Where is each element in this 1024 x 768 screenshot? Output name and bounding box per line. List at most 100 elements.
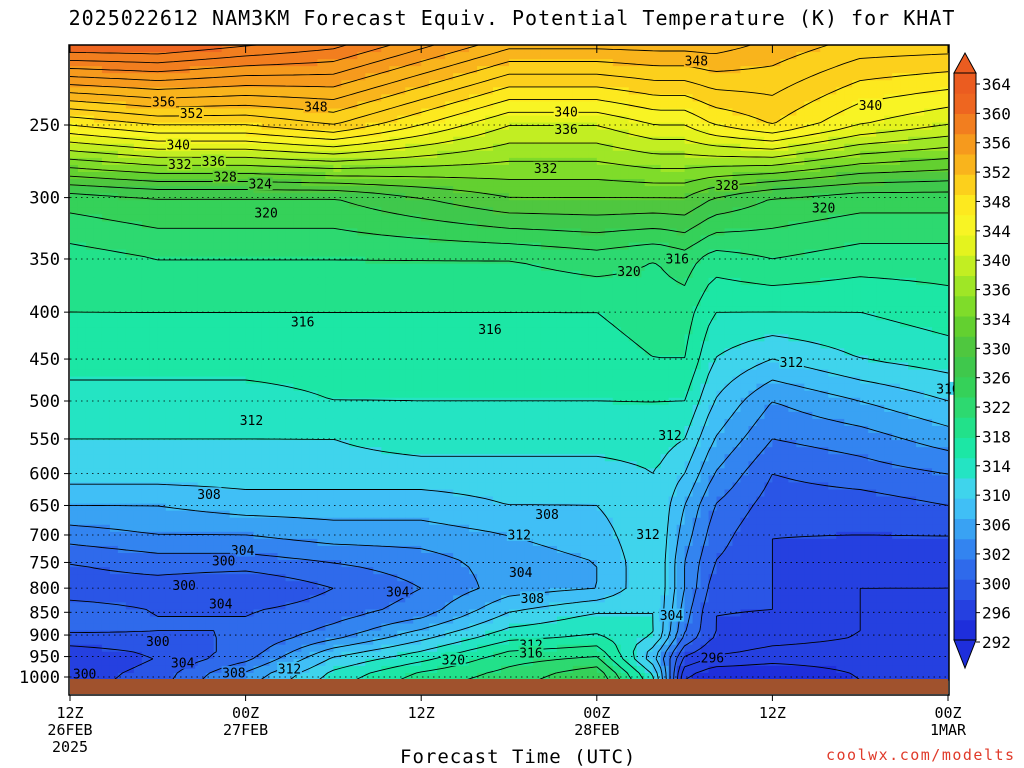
field-cell xyxy=(892,193,901,201)
field-cell xyxy=(924,313,933,321)
field-cell xyxy=(429,87,438,95)
field-cell xyxy=(556,52,566,60)
field-cell xyxy=(125,256,135,265)
field-cell xyxy=(245,355,255,364)
field-cell xyxy=(277,143,287,152)
field-cell xyxy=(764,341,773,349)
field-cell xyxy=(580,193,590,201)
field-cell xyxy=(844,235,853,244)
field-cell xyxy=(932,150,941,159)
field-cell xyxy=(205,59,215,67)
field-cell xyxy=(660,277,670,286)
field-cell xyxy=(692,214,702,222)
field-cell xyxy=(540,348,550,357)
field-cell xyxy=(924,136,933,145)
field-cell xyxy=(708,249,718,258)
field-cell xyxy=(269,59,279,67)
field-cell xyxy=(524,150,534,159)
field-cell xyxy=(516,207,526,215)
field-cell xyxy=(421,164,430,173)
field-cell xyxy=(437,129,446,138)
field-cell xyxy=(181,45,191,53)
field-cell xyxy=(213,263,223,272)
field-cell xyxy=(70,235,79,244)
field-cell xyxy=(844,122,853,131)
field-cell xyxy=(429,334,438,342)
field-cell xyxy=(732,94,742,103)
field-cell xyxy=(940,186,949,194)
field-cell xyxy=(173,52,183,60)
field-cell xyxy=(221,52,231,60)
field-cell xyxy=(596,221,606,230)
field-cell xyxy=(461,327,470,335)
field-cell xyxy=(205,334,215,342)
field-cell xyxy=(85,186,95,194)
field-cell xyxy=(373,306,382,314)
field-cell xyxy=(117,263,127,272)
field-cell xyxy=(596,249,606,258)
field-cell xyxy=(852,249,861,258)
field-cell xyxy=(812,242,821,251)
field-cell xyxy=(101,249,111,258)
field-cell xyxy=(916,207,925,215)
field-cell xyxy=(453,277,462,286)
field-cell xyxy=(141,45,151,53)
field-cell xyxy=(493,108,502,117)
field-cell xyxy=(277,52,287,60)
field-cell xyxy=(413,313,422,321)
field-cell xyxy=(892,73,901,81)
field-cell xyxy=(389,157,398,166)
field-cell xyxy=(117,235,127,244)
field-cell xyxy=(684,87,694,95)
field-cell xyxy=(181,362,191,371)
field-cell xyxy=(604,157,614,166)
field-cell xyxy=(413,277,422,286)
field-cell xyxy=(469,200,478,208)
field-cell xyxy=(453,101,462,110)
field-cell xyxy=(165,348,175,357)
field-cell xyxy=(740,341,750,349)
field-cell xyxy=(77,80,87,88)
field-cell xyxy=(772,122,781,131)
field-cell xyxy=(349,299,358,307)
field-cell xyxy=(349,157,358,166)
field-cell xyxy=(333,150,342,159)
field-cell xyxy=(724,164,734,173)
field-cell xyxy=(333,59,342,67)
field-cell xyxy=(157,115,167,124)
field-cell xyxy=(692,270,702,279)
field-cell xyxy=(556,115,566,124)
field-cell xyxy=(716,221,726,230)
field-cell xyxy=(620,277,630,286)
field-cell xyxy=(756,263,766,272)
field-cell xyxy=(253,94,263,103)
field-cell xyxy=(740,320,750,328)
field-cell xyxy=(660,150,670,159)
field-cell xyxy=(668,94,678,103)
field-cell xyxy=(588,327,598,335)
field-cell xyxy=(293,263,303,272)
field-cell xyxy=(620,87,630,95)
field-cell xyxy=(884,207,893,215)
field-cell xyxy=(940,80,949,88)
field-cell xyxy=(485,73,494,81)
field-cell xyxy=(373,263,382,272)
field-cell xyxy=(221,214,231,222)
field-cell xyxy=(588,291,598,300)
field-cell xyxy=(221,242,231,251)
field-cell xyxy=(740,235,750,244)
field-cell xyxy=(397,136,406,145)
field-cell xyxy=(125,94,135,103)
field-cell xyxy=(772,143,781,152)
field-cell xyxy=(828,115,837,124)
field-cell xyxy=(445,52,454,60)
field-cell xyxy=(740,136,750,145)
field-cell xyxy=(117,341,127,349)
field-cell xyxy=(868,200,877,208)
field-cell xyxy=(772,193,781,201)
field-cell xyxy=(876,193,885,201)
field-cell xyxy=(884,186,893,194)
field-cell xyxy=(245,172,255,180)
field-cell xyxy=(708,186,718,194)
field-cell xyxy=(564,186,574,194)
